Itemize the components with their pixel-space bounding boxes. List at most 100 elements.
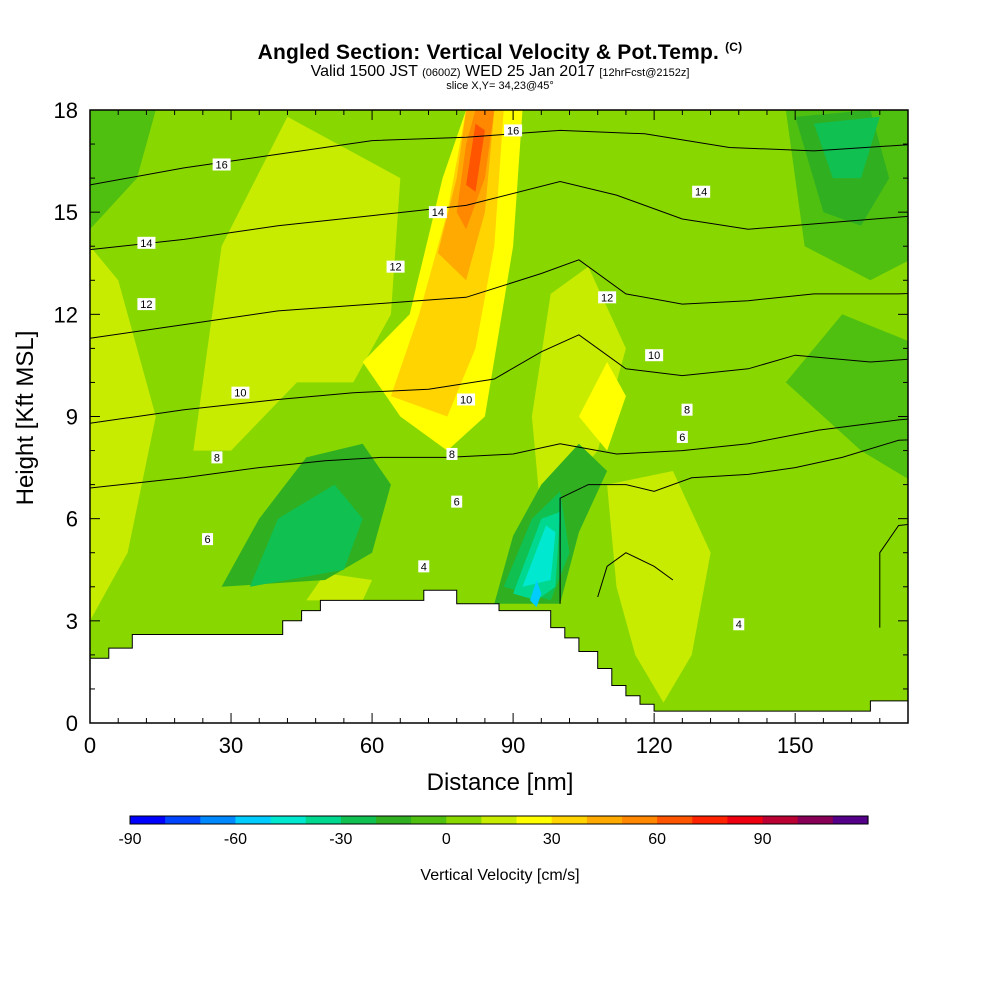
y-axis-label: Height [Kft MSL] bbox=[12, 331, 39, 506]
velocity-region bbox=[578, 362, 626, 451]
contour-label: 16 bbox=[216, 159, 228, 171]
colorbar-swatch bbox=[270, 816, 307, 824]
contour-label: 6 bbox=[454, 497, 460, 509]
x-tick-label: 150 bbox=[777, 733, 814, 758]
velocity-region bbox=[936, 246, 1000, 519]
colorbar-swatch bbox=[551, 816, 588, 824]
colorbar-swatch bbox=[411, 816, 447, 824]
colorbar-tick-label: 60 bbox=[648, 831, 666, 848]
contour-label: 10 bbox=[234, 388, 246, 400]
valid-date-text: WED 25 Jan 2017 bbox=[465, 63, 595, 80]
contour-label: 14 bbox=[140, 238, 152, 250]
contour-label: 12 bbox=[140, 299, 152, 311]
colorbar-swatch bbox=[446, 816, 482, 824]
theta-contour-line bbox=[559, 439, 908, 604]
contour-label-bg bbox=[211, 451, 223, 464]
x-tick-label: 0 bbox=[84, 733, 96, 758]
contour-labels: 16 16 14 14 14 12 12 12 10 10 10 8 8 8 6 6 6 4 4 bbox=[137, 124, 745, 631]
chart-title-unit: (C) bbox=[725, 40, 743, 54]
x-tick-label: 60 bbox=[360, 733, 384, 758]
colorbar-swatch bbox=[516, 816, 553, 824]
contour-label: 14 bbox=[432, 207, 444, 219]
x-axis-label: Distance [nm] bbox=[427, 769, 574, 796]
slice-info: slice X,Y= 34,23@45° bbox=[446, 80, 554, 92]
velocity-region bbox=[814, 116, 880, 179]
contour-label-bg bbox=[428, 206, 447, 219]
contour-label: 8 bbox=[449, 449, 455, 461]
theta-contour-line bbox=[879, 523, 908, 628]
terrain-profile bbox=[90, 589, 908, 723]
chart-title-block: Angled Section: Vertical Velocity & Pot.… bbox=[0, 36, 1000, 92]
forecast-text: [12hrFcst@2152z] bbox=[599, 67, 690, 79]
contour-label-bg bbox=[692, 185, 711, 198]
contour-label-bg bbox=[137, 298, 156, 311]
velocity-region bbox=[531, 266, 626, 519]
colorbar-swatch bbox=[586, 816, 623, 824]
theta-contour-line bbox=[90, 259, 908, 339]
contour-label-bg bbox=[231, 386, 250, 399]
contour-label-bg bbox=[137, 236, 156, 249]
colorbar-swatch bbox=[376, 816, 412, 824]
theta-contours bbox=[90, 129, 908, 628]
contour-label: 10 bbox=[648, 350, 660, 362]
contour-label: 14 bbox=[695, 187, 707, 199]
contour-label: 6 bbox=[679, 432, 685, 444]
terrain bbox=[90, 589, 908, 723]
y-tick-label: 3 bbox=[66, 609, 78, 634]
theta-contour-line bbox=[90, 334, 908, 424]
chart-title-text: Angled Section: Vertical Velocity & Pot.… bbox=[257, 41, 720, 64]
colorbar-tick-label: -30 bbox=[329, 831, 352, 848]
colorbar-tick-label: 0 bbox=[442, 831, 451, 848]
colorbar-swatch bbox=[200, 816, 236, 824]
contour-label: 4 bbox=[421, 561, 427, 573]
colorbar-swatch bbox=[130, 816, 166, 824]
x-tick-label: 90 bbox=[501, 733, 525, 758]
contour-label-bg bbox=[386, 260, 405, 273]
colorbar-tick-label: -60 bbox=[224, 831, 247, 848]
colorbar-tick-label: 90 bbox=[754, 831, 772, 848]
theta-contour-line bbox=[90, 180, 908, 251]
axes: Distance [nm] Height [Kft MSL] 0 30 60 90 12… bbox=[12, 98, 814, 796]
x-tick-label: 120 bbox=[636, 733, 673, 758]
contour-label-bg bbox=[202, 533, 214, 546]
velocity-region bbox=[466, 123, 485, 192]
y-tick-label: 12 bbox=[54, 302, 78, 327]
contour-label-bg bbox=[598, 291, 617, 304]
contour-label-bg bbox=[212, 158, 231, 171]
colorbar: Vertical Velocity [cm/s] -90 -60 -30 0 30 60 9… bbox=[118, 815, 869, 884]
colorbar-label: Vertical Velocity [cm/s] bbox=[420, 867, 579, 884]
velocity-region bbox=[785, 314, 908, 479]
contour-label-bg bbox=[504, 124, 523, 137]
y-tick-label: 0 bbox=[66, 711, 78, 736]
y-tick-label: 15 bbox=[54, 200, 78, 225]
colorbar-swatch bbox=[481, 816, 518, 824]
colorbar-border bbox=[129, 815, 869, 825]
colorbar-swatch bbox=[692, 816, 728, 824]
x-tick-label: 30 bbox=[219, 733, 243, 758]
colorbar-swatch bbox=[340, 816, 377, 824]
velocity-region bbox=[522, 525, 556, 587]
contour-label: 4 bbox=[736, 619, 742, 631]
y-tick-label: 6 bbox=[66, 507, 78, 532]
velocity-region bbox=[90, 110, 156, 230]
plot-area bbox=[90, 110, 1000, 723]
contour-label: 12 bbox=[601, 292, 613, 304]
colorbar-swatch bbox=[165, 816, 201, 824]
contour-label-bg bbox=[418, 560, 430, 573]
contour-label: 8 bbox=[214, 452, 220, 464]
colorbar-swatch bbox=[832, 816, 869, 824]
theta-contour-line bbox=[90, 129, 908, 186]
contour-label-bg bbox=[457, 393, 476, 406]
velocity-region bbox=[249, 484, 363, 587]
theta-contour-line bbox=[90, 418, 908, 489]
plot-frame bbox=[89, 109, 909, 724]
colorbar-tick-label: -90 bbox=[118, 831, 141, 848]
colorbar-swatch bbox=[622, 816, 658, 824]
contour-label-bg bbox=[645, 349, 664, 362]
y-tick-label: 18 bbox=[54, 98, 78, 123]
y-tick-label: 9 bbox=[66, 405, 78, 430]
chart-subtitle: Valid 1500 JST (0600Z) WED 25 Jan 2017 [… bbox=[0, 64, 1000, 81]
theta-contour-line bbox=[597, 552, 674, 598]
velocity-region bbox=[90, 246, 156, 621]
